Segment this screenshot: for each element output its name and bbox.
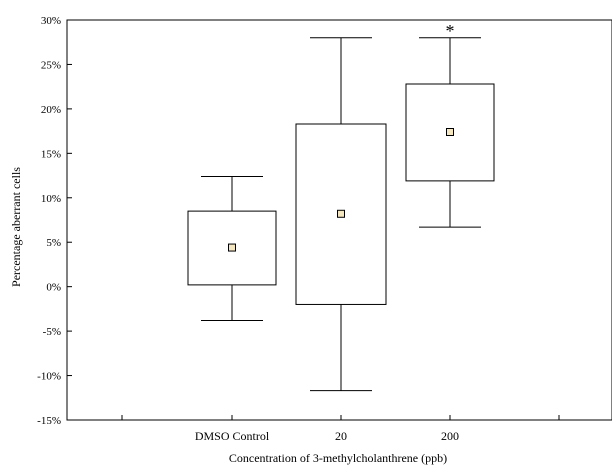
x-tick-label: 20 <box>335 429 347 443</box>
box-group <box>187 175 277 321</box>
plot-frame <box>66 19 612 421</box>
significance-marker: * <box>446 21 455 41</box>
x-axis-label: Concentration of 3-methylcholanthrene (p… <box>229 451 447 465</box>
mean-marker <box>446 128 454 136</box>
mean-marker <box>228 243 236 252</box>
y-tick-label: 25% <box>41 59 61 71</box>
y-tick-label: 30% <box>41 15 61 27</box>
y-tick-label: 20% <box>41 104 61 116</box>
x-tick-label: DMSO Control <box>195 429 270 443</box>
y-tick-label: 5% <box>46 237 61 249</box>
y-tick-label: -15% <box>37 415 61 427</box>
y-tick-label: 10% <box>41 193 61 205</box>
y-tick-label: 15% <box>41 148 61 160</box>
box-group: * <box>405 21 495 228</box>
box-group <box>295 37 387 392</box>
y-tick-label: 0% <box>46 282 61 294</box>
y-tick-label: -5% <box>43 326 61 338</box>
mean-marker <box>337 209 345 218</box>
y-axis-label: Percentage aberrant cells <box>9 167 23 287</box>
y-tick-label: -10% <box>37 371 61 383</box>
x-tick-label: 200 <box>441 429 459 443</box>
